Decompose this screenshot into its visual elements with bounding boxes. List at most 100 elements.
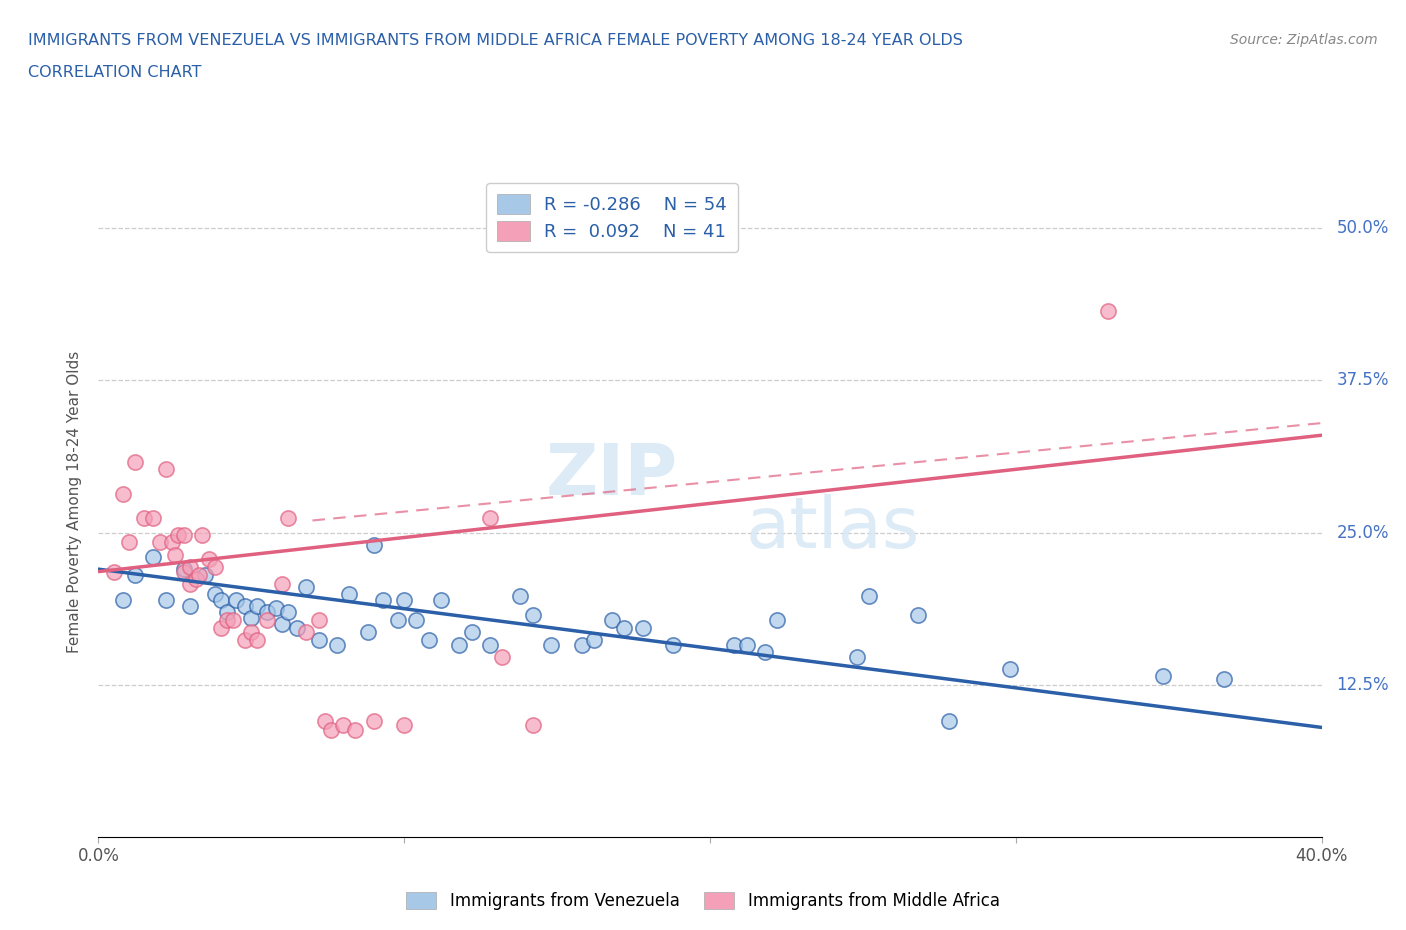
Point [186, 571, 208, 586]
Point [240, 625, 263, 640]
Point [332, 718, 354, 733]
Point [233, 598, 256, 613]
Point [613, 620, 636, 635]
Point [314, 714, 336, 729]
Point [319, 723, 342, 737]
Point [149, 535, 172, 550]
Text: 25.0%: 25.0% [1336, 524, 1389, 541]
Text: 37.5%: 37.5% [1336, 371, 1389, 390]
Text: 12.5%: 12.5% [1336, 676, 1389, 694]
Point [405, 613, 427, 628]
Point [387, 613, 409, 628]
Point [491, 649, 513, 664]
Point [295, 580, 318, 595]
Point [197, 552, 219, 567]
Text: ZIP: ZIP [546, 441, 678, 510]
Point [270, 617, 292, 631]
Point [295, 625, 318, 640]
Point [998, 661, 1021, 676]
Point [215, 613, 238, 628]
Text: IMMIGRANTS FROM VENEZUELA VS IMMIGRANTS FROM MIDDLE AFRICA FEMALE POVERTY AMONG : IMMIGRANTS FROM VENEZUELA VS IMMIGRANTS … [28, 33, 963, 47]
Point [173, 562, 195, 577]
Point [155, 462, 177, 477]
Point [233, 632, 256, 647]
Point [371, 592, 394, 607]
Point [344, 723, 367, 737]
Point [363, 714, 385, 729]
Point [735, 637, 758, 652]
Point [179, 577, 201, 591]
Point [270, 577, 292, 591]
Point [392, 592, 416, 607]
Legend: R = -0.286    N = 54, R =  0.092    N = 41: R = -0.286 N = 54, R = 0.092 N = 41 [486, 183, 738, 252]
Point [173, 565, 195, 579]
Point [326, 637, 349, 652]
Point [256, 604, 278, 619]
Point [522, 608, 544, 623]
Point [392, 718, 416, 733]
Point [308, 613, 330, 628]
Point [124, 455, 146, 470]
Point [1097, 303, 1119, 318]
Point [277, 604, 299, 619]
Point [662, 637, 685, 652]
Point [723, 637, 745, 652]
Point [285, 620, 308, 635]
Point [194, 568, 217, 583]
Point [134, 511, 156, 525]
Point [163, 547, 186, 562]
Point [337, 586, 360, 601]
Point [111, 486, 134, 501]
Point [631, 620, 654, 635]
Text: Source: ZipAtlas.com: Source: ZipAtlas.com [1230, 33, 1378, 46]
Point [179, 559, 201, 574]
Text: atlas: atlas [745, 495, 920, 564]
Point [167, 527, 190, 542]
Point [111, 592, 134, 607]
Point [118, 535, 141, 550]
Point [356, 625, 378, 640]
Point [938, 714, 960, 729]
Point [509, 589, 531, 604]
Point [240, 610, 263, 625]
Point [522, 718, 544, 733]
Point [460, 625, 482, 640]
Point [858, 589, 880, 604]
Point [277, 511, 299, 525]
Point [766, 613, 789, 628]
Point [478, 637, 501, 652]
Point [264, 601, 287, 616]
Point [209, 592, 232, 607]
Point [845, 649, 868, 664]
Text: CORRELATION CHART: CORRELATION CHART [28, 65, 201, 80]
Point [363, 538, 385, 552]
Y-axis label: Female Poverty Among 18-24 Year Olds: Female Poverty Among 18-24 Year Olds [67, 352, 83, 654]
Point [418, 632, 440, 647]
Point [103, 565, 125, 579]
Point [907, 608, 929, 623]
Point [191, 527, 214, 542]
Point [222, 613, 245, 628]
Point [124, 568, 146, 583]
Point [173, 527, 195, 542]
Point [246, 632, 269, 647]
Point [209, 620, 232, 635]
Point [225, 592, 247, 607]
Point [1152, 669, 1174, 684]
Point [246, 598, 269, 613]
Point [449, 637, 471, 652]
Point [600, 613, 623, 628]
Point [142, 511, 165, 525]
Point [754, 644, 776, 659]
Point [179, 598, 201, 613]
Point [478, 511, 501, 525]
Point [204, 559, 226, 574]
Point [571, 637, 593, 652]
Point [540, 637, 562, 652]
Point [160, 535, 183, 550]
Point [204, 586, 226, 601]
Point [256, 613, 278, 628]
Point [142, 550, 165, 565]
Point [308, 632, 330, 647]
Point [582, 632, 605, 647]
